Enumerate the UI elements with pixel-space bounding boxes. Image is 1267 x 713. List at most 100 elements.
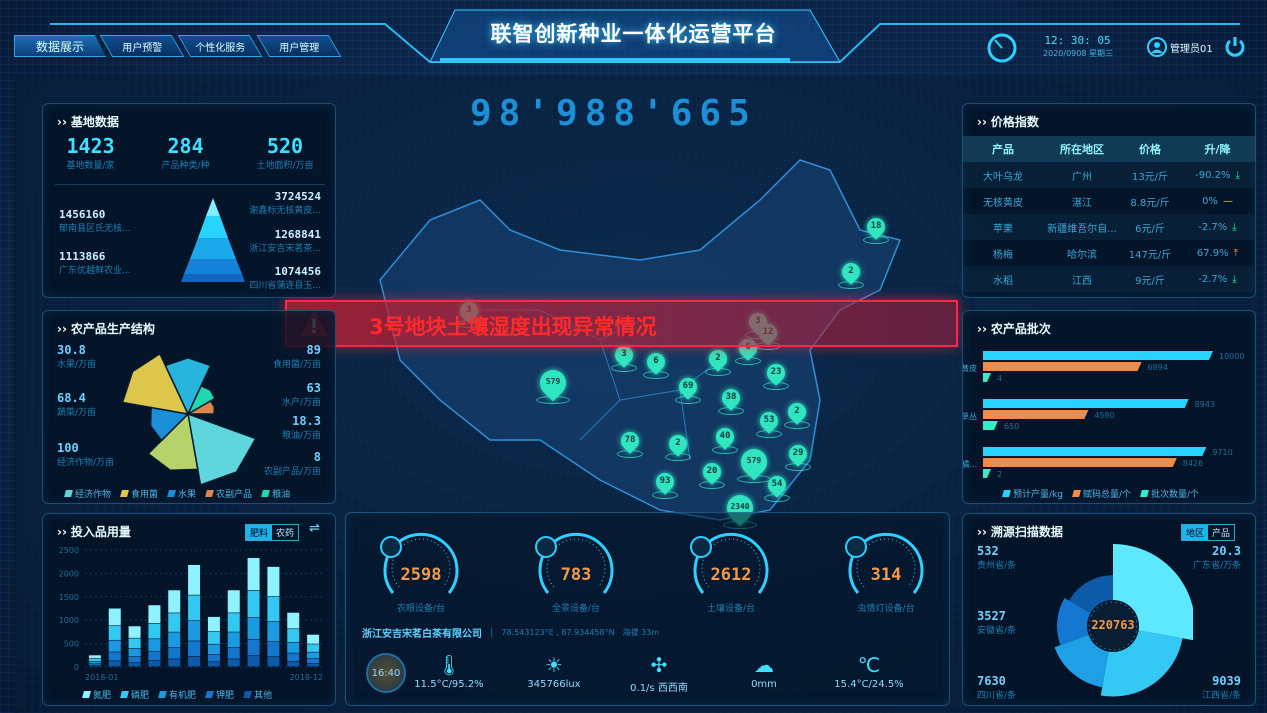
map-marker[interactable]: 38	[718, 385, 744, 417]
bar-segment-氮肥[interactable]	[307, 634, 320, 644]
legend-item[interactable]: 有机肥	[158, 688, 196, 701]
bar-segment-有机肥[interactable]	[88, 661, 101, 664]
map-marker[interactable]: 579	[534, 364, 572, 406]
bar-segment-其他[interactable]	[267, 656, 280, 667]
bar-segment-其他[interactable]	[287, 661, 300, 667]
bar-segment-其他[interactable]	[88, 665, 101, 667]
legend-item[interactable]: 钾肥	[205, 688, 234, 701]
legend-item[interactable]: 氮肥	[82, 688, 111, 701]
tab-personal-service[interactable]: 个性化服务	[177, 35, 263, 57]
bar-segment-其他[interactable]	[307, 663, 320, 667]
bar-segment-磷肥[interactable]	[168, 613, 181, 632]
toggle-pesticide[interactable]: 农药	[276, 529, 295, 539]
bar-segment-磷肥[interactable]	[128, 638, 141, 649]
switch-icon[interactable]: ⇌	[309, 521, 320, 536]
bar-赋码总量/个[interactable]	[983, 362, 1142, 371]
map-marker[interactable]: 6	[735, 335, 761, 367]
bar-segment-钾肥[interactable]	[287, 653, 300, 662]
bar-segment-磷肥[interactable]	[247, 590, 260, 618]
bar-segment-钾肥[interactable]	[227, 647, 240, 659]
table-row[interactable]: 水稻 江西 9元/斤 -2.7% ⤓	[963, 266, 1256, 292]
trace-slice[interactable]	[1069, 575, 1113, 613]
map-marker[interactable]: 2	[665, 431, 691, 463]
map-marker[interactable]: 2	[838, 259, 864, 291]
bar-批次数量/个[interactable]	[983, 373, 991, 382]
bar-segment-磷肥[interactable]	[287, 629, 300, 643]
bar-segment-有机肥[interactable]	[168, 632, 181, 648]
bar-赋码总量/个[interactable]	[983, 410, 1089, 419]
legend-item[interactable]: 磷肥	[120, 688, 149, 701]
legend-item[interactable]: 经济作物	[64, 487, 111, 500]
bar-segment-有机肥[interactable]	[108, 640, 121, 652]
bar-segment-钾肥[interactable]	[188, 641, 201, 657]
bar-segment-有机肥[interactable]	[128, 648, 141, 657]
bar-segment-磷肥[interactable]	[148, 623, 161, 639]
map-marker[interactable]: 69	[675, 374, 701, 406]
map-marker[interactable]: 2	[784, 399, 810, 431]
bar-segment-钾肥[interactable]	[207, 654, 220, 662]
rose-slice-水产[interactable]	[164, 357, 212, 416]
map-marker[interactable]: 78	[617, 428, 643, 460]
bar-segment-其他[interactable]	[168, 659, 181, 667]
bar-segment-氮肥[interactable]	[148, 605, 161, 624]
trace-slice[interactable]	[1057, 598, 1091, 646]
device-gauge[interactable]: 783 全景设备/台	[526, 523, 626, 618]
legend-item[interactable]: 其他	[243, 688, 272, 701]
bar-segment-有机肥[interactable]	[207, 644, 220, 654]
map-marker[interactable]: 20	[699, 459, 725, 491]
map-marker[interactable]: 2	[705, 346, 731, 378]
bar-segment-其他[interactable]	[108, 661, 121, 667]
bar-segment-磷肥[interactable]	[88, 658, 101, 662]
bar-segment-有机肥[interactable]	[188, 620, 201, 641]
bar-segment-其他[interactable]	[148, 660, 161, 667]
bar-segment-钾肥[interactable]	[88, 664, 101, 666]
bar-segment-其他[interactable]	[207, 662, 220, 667]
bar-segment-氮肥[interactable]	[227, 590, 240, 613]
bar-segment-氮肥[interactable]	[188, 564, 201, 595]
user-name[interactable]: 管理员01	[1170, 44, 1213, 55]
legend-item[interactable]: 赋码总量/个	[1072, 487, 1131, 500]
table-row[interactable]: 杨梅 哈尔滨 147元/斤 67.9% ⤒	[963, 240, 1256, 266]
map-marker[interactable]: 29	[785, 441, 811, 473]
bar-segment-有机肥[interactable]	[287, 642, 300, 653]
bar-批次数量/个[interactable]	[983, 469, 991, 478]
map-marker[interactable]: 3	[611, 342, 637, 374]
toggle-fertilizer[interactable]: 肥料	[246, 525, 273, 540]
map-marker[interactable]: 23	[763, 360, 789, 392]
bar-segment-有机肥[interactable]	[148, 639, 161, 651]
bar-segment-磷肥[interactable]	[108, 626, 121, 640]
bar-segment-有机肥[interactable]	[247, 617, 260, 640]
rose-slice-经济作物[interactable]	[187, 412, 257, 486]
bar-segment-氮肥[interactable]	[128, 626, 141, 638]
bar-segment-有机肥[interactable]	[307, 652, 320, 659]
bar-segment-磷肥[interactable]	[307, 644, 320, 652]
device-gauge[interactable]: 2612 土壤设备/台	[681, 523, 781, 618]
bar-segment-其他[interactable]	[227, 659, 240, 667]
legend-item[interactable]: 预计产量/kg	[1002, 487, 1063, 500]
map-marker[interactable]: 54	[764, 472, 790, 504]
bar-segment-氮肥[interactable]	[168, 590, 181, 613]
toggle-region[interactable]: 地区	[1182, 525, 1209, 540]
map-marker[interactable]: 93	[652, 469, 678, 501]
map-marker[interactable]: 579	[735, 443, 773, 485]
table-row[interactable]: 无核黄皮 湛江 8.8元/斤 0% —	[963, 188, 1256, 214]
bar-segment-磷肥[interactable]	[188, 595, 201, 621]
user-avatar-icon[interactable]	[1147, 37, 1167, 57]
map-marker[interactable]: 40	[712, 424, 738, 456]
inputs-toggle[interactable]: 肥料 农药	[245, 524, 300, 541]
bar-segment-钾肥[interactable]	[307, 659, 320, 664]
station-time[interactable]: 16:40	[366, 653, 406, 693]
bar-segment-钾肥[interactable]	[247, 639, 260, 656]
tab-user-alert[interactable]: 用户预警	[99, 35, 185, 57]
bar-赋码总量/个[interactable]	[983, 458, 1177, 467]
device-gauge[interactable]: 2598 农眼设备/台	[371, 523, 471, 618]
legend-item[interactable]: 粮油	[261, 487, 290, 500]
bar-segment-钾肥[interactable]	[108, 652, 121, 661]
bar-segment-氮肥[interactable]	[88, 655, 101, 659]
bar-segment-氮肥[interactable]	[247, 557, 260, 591]
table-row[interactable]: 苹果 新疆维吾尔自... 6元/斤 -2.7% ⤓	[963, 214, 1256, 240]
device-gauge[interactable]: 314 虫情灯设备/台	[836, 523, 936, 618]
bar-segment-钾肥[interactable]	[168, 647, 181, 659]
rose-slice-农副产品[interactable]	[185, 399, 216, 415]
bar-预计产量/kg[interactable]	[983, 351, 1213, 360]
